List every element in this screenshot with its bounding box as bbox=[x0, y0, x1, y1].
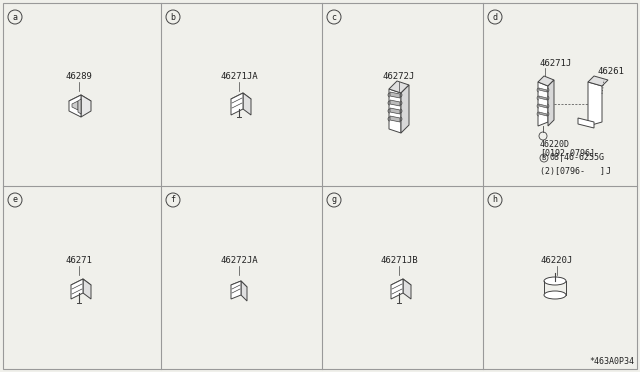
Polygon shape bbox=[391, 279, 403, 299]
Polygon shape bbox=[390, 108, 400, 114]
Text: 46220J: 46220J bbox=[541, 256, 573, 265]
Text: a: a bbox=[13, 13, 17, 22]
Polygon shape bbox=[71, 279, 83, 299]
Polygon shape bbox=[71, 279, 91, 291]
Polygon shape bbox=[69, 95, 81, 117]
Ellipse shape bbox=[544, 277, 566, 285]
Text: B: B bbox=[542, 155, 546, 161]
Polygon shape bbox=[389, 81, 409, 93]
Polygon shape bbox=[390, 116, 400, 122]
Text: 46289: 46289 bbox=[65, 72, 92, 81]
Ellipse shape bbox=[544, 291, 566, 299]
Text: 46271JA: 46271JA bbox=[220, 72, 258, 81]
Text: [0192-0796]: [0192-0796] bbox=[540, 148, 595, 157]
Polygon shape bbox=[401, 85, 409, 133]
Polygon shape bbox=[539, 104, 547, 108]
Polygon shape bbox=[539, 88, 547, 92]
Polygon shape bbox=[539, 96, 547, 100]
Polygon shape bbox=[83, 279, 91, 299]
Text: J: J bbox=[606, 167, 611, 176]
Text: c: c bbox=[332, 13, 337, 22]
Text: 46220D: 46220D bbox=[540, 140, 570, 149]
Text: (2)[0796-   ]: (2)[0796- ] bbox=[540, 167, 605, 176]
Text: f: f bbox=[170, 196, 175, 205]
Polygon shape bbox=[243, 93, 251, 115]
Text: 08|46-6255G: 08|46-6255G bbox=[550, 154, 605, 163]
Polygon shape bbox=[578, 118, 594, 128]
Polygon shape bbox=[81, 95, 91, 117]
Polygon shape bbox=[588, 82, 602, 126]
Polygon shape bbox=[390, 92, 400, 98]
Text: 46271J: 46271J bbox=[540, 59, 572, 68]
Text: *463A0P34: *463A0P34 bbox=[589, 357, 634, 366]
Text: e: e bbox=[13, 196, 17, 205]
Text: 46271: 46271 bbox=[65, 256, 92, 265]
Polygon shape bbox=[539, 112, 547, 116]
Text: h: h bbox=[493, 196, 497, 205]
Polygon shape bbox=[231, 93, 243, 115]
Text: 46271JB: 46271JB bbox=[380, 256, 418, 265]
Polygon shape bbox=[78, 99, 81, 114]
Polygon shape bbox=[389, 89, 401, 133]
Polygon shape bbox=[403, 279, 411, 299]
Polygon shape bbox=[241, 281, 247, 301]
Text: d: d bbox=[493, 13, 497, 22]
Polygon shape bbox=[390, 100, 400, 106]
Polygon shape bbox=[69, 95, 91, 107]
Polygon shape bbox=[231, 281, 241, 299]
Polygon shape bbox=[548, 80, 554, 126]
Polygon shape bbox=[588, 76, 608, 86]
Text: 46272J: 46272J bbox=[383, 72, 415, 81]
Polygon shape bbox=[391, 279, 411, 291]
Text: b: b bbox=[170, 13, 175, 22]
Polygon shape bbox=[72, 101, 78, 110]
Text: 46272JA: 46272JA bbox=[220, 256, 258, 265]
Polygon shape bbox=[231, 281, 247, 291]
Polygon shape bbox=[538, 76, 554, 86]
Text: g: g bbox=[332, 196, 337, 205]
Polygon shape bbox=[231, 93, 251, 105]
Polygon shape bbox=[538, 82, 548, 126]
Text: 46261: 46261 bbox=[598, 67, 625, 76]
